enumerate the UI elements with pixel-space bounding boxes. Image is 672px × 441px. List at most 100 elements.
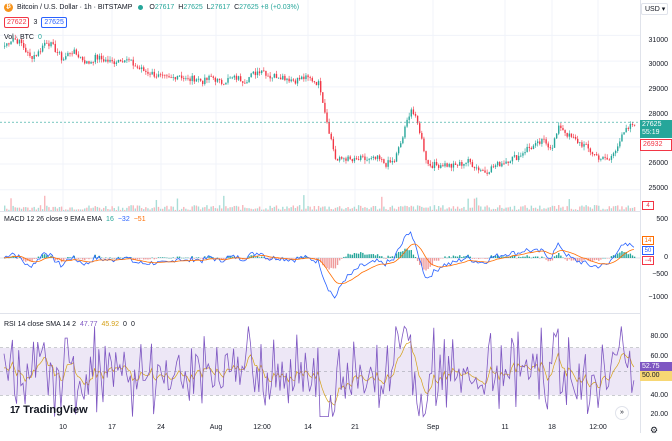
volume-bar	[75, 209, 78, 211]
candle	[328, 122, 330, 134]
price-scale[interactable]: 31000 30000 29000 28000 26000 25000 2762…	[640, 0, 672, 212]
candle	[568, 133, 570, 137]
currency-selector[interactable]: USD ▾	[641, 3, 668, 15]
volume-bar	[574, 209, 577, 211]
macd-histogram-bar	[261, 256, 263, 258]
candle	[560, 125, 562, 128]
macd-label[interactable]: MACD 12 26 close 9 EMA EMA	[4, 216, 103, 223]
candle	[589, 148, 592, 153]
candle	[431, 165, 434, 168]
volume-bar	[84, 208, 86, 211]
candle	[73, 49, 75, 54]
volume-bar	[583, 206, 585, 211]
volume-bar	[341, 208, 343, 211]
candle	[128, 59, 130, 61]
candle	[206, 77, 208, 80]
volume-bar	[421, 206, 423, 211]
symbol-title[interactable]: Bitcoin / U.S. Dollar · 1h · BITSTAMP	[17, 4, 133, 11]
volume-bar	[452, 206, 455, 211]
candle	[220, 79, 223, 84]
volume-bar	[385, 209, 387, 211]
candle	[332, 139, 335, 150]
volume-bar	[416, 205, 419, 211]
candle	[349, 156, 351, 160]
tradingview-logo[interactable]: 17 TradingView	[10, 404, 88, 416]
candle	[414, 114, 417, 116]
volume-bar	[440, 207, 442, 211]
candle	[395, 153, 398, 162]
rsi-label[interactable]: RSI 14 close SMA 14 2	[4, 321, 76, 328]
rsi-badge: 52.75	[640, 362, 672, 372]
time-axis[interactable]: 10 17 24 Aug 12:00 14 21 Sep 11 18 12:00	[0, 424, 640, 441]
volume-bar	[336, 207, 339, 211]
macd-histogram-bar	[303, 257, 305, 259]
macd-histogram-bar	[370, 254, 372, 258]
candle	[505, 161, 507, 164]
macd-histogram-bar	[572, 258, 575, 261]
volume-bar	[465, 209, 467, 211]
rsi-pane[interactable]: RSI 14 close SMA 14 2 47.77 45.92 0 0	[0, 314, 640, 433]
candle	[412, 109, 415, 115]
volume-bar	[600, 209, 602, 211]
candle	[235, 75, 238, 80]
candlestick-chart[interactable]	[0, 0, 640, 212]
candle	[362, 155, 364, 157]
candle	[208, 75, 210, 80]
volume-bar	[98, 207, 101, 211]
macd-histogram-bar	[14, 256, 16, 258]
volume-bar	[343, 209, 345, 211]
candle	[75, 49, 78, 55]
price-pane[interactable]: ₿ Bitcoin / U.S. Dollar · 1h · BITSTAMP …	[0, 0, 640, 212]
candle	[294, 80, 297, 84]
candle	[454, 163, 457, 165]
volume-bar	[8, 209, 10, 211]
macd-scale[interactable]: 500 0 −500 −1000 14 50 −4	[640, 212, 672, 314]
rsi-chart[interactable]	[0, 314, 640, 433]
macd-pane[interactable]: MACD 12 26 close 9 EMA EMA 16 −32 −51	[0, 212, 640, 314]
macd-chart[interactable]	[0, 212, 640, 314]
candle	[164, 74, 166, 76]
candle	[261, 70, 263, 74]
rsi-scale[interactable]: 80.00 60.00 40.00 20.00 52.75 50.00	[640, 314, 672, 433]
candle	[566, 132, 568, 137]
candle	[39, 51, 42, 53]
volume-label[interactable]: Vol · BTC	[4, 34, 34, 41]
candle	[227, 77, 229, 83]
buy-button[interactable]: 27625	[41, 17, 67, 28]
volume-bar	[33, 206, 35, 211]
macd-histogram-bar	[360, 252, 362, 258]
candle	[604, 156, 606, 158]
volume-bar	[183, 206, 185, 211]
macd-histogram-bar	[412, 254, 415, 258]
volume-bar	[494, 209, 497, 211]
macd-histogram-bar	[532, 256, 535, 258]
volume-bar	[208, 208, 210, 211]
candle	[202, 80, 204, 85]
volume-bar	[307, 206, 309, 211]
volume-bar	[520, 206, 522, 211]
gear-icon[interactable]: ⚙	[650, 425, 659, 435]
candle	[387, 160, 389, 167]
volume-bar	[185, 208, 187, 211]
volume-bar	[168, 209, 170, 211]
macd-histogram-bar	[159, 257, 162, 258]
scroll-to-realtime-button[interactable]: »	[615, 406, 629, 420]
volume-bar	[153, 207, 155, 211]
candle	[44, 42, 46, 46]
volume-bar	[151, 208, 153, 211]
candle	[484, 170, 486, 173]
candle	[67, 53, 69, 57]
macd-histogram-bar	[357, 253, 360, 258]
volume-bar	[124, 209, 126, 211]
macd-histogram-bar	[149, 258, 151, 260]
bitcoin-icon: ₿	[4, 3, 13, 12]
macd-histogram-bar	[444, 256, 446, 258]
candle	[570, 133, 573, 137]
candle	[58, 52, 61, 54]
candle	[4, 45, 6, 47]
sell-button[interactable]: 27622	[4, 17, 30, 28]
candle	[10, 41, 12, 45]
candle	[370, 157, 372, 159]
volume-bar	[612, 206, 615, 211]
volume-bar	[486, 205, 488, 211]
